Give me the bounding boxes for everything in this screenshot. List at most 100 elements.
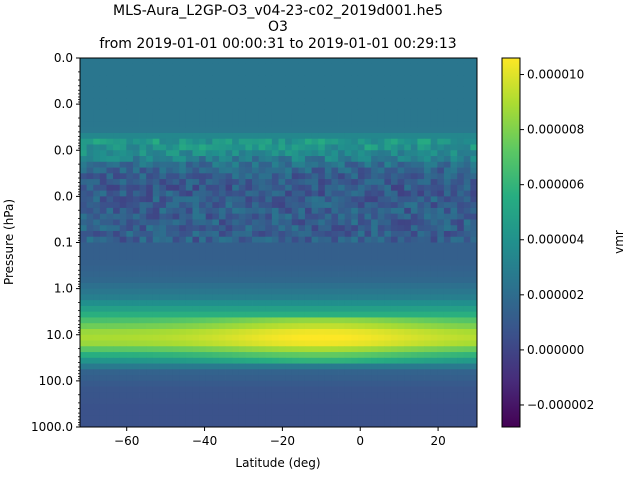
heatmap-cell xyxy=(318,392,326,399)
heatmap-cell xyxy=(172,184,180,192)
heatmap-cell xyxy=(344,259,352,266)
heatmap-cell xyxy=(152,375,160,382)
heatmap-cell xyxy=(430,236,438,243)
heatmap-cell xyxy=(298,334,306,341)
heatmap-cell xyxy=(238,328,246,336)
heatmap-cell xyxy=(212,340,220,347)
heatmap-cell xyxy=(331,328,339,336)
heatmap-cell xyxy=(99,115,107,122)
heatmap-cell xyxy=(463,202,471,209)
heatmap-cell xyxy=(192,184,200,192)
heatmap-cell xyxy=(384,173,392,180)
heatmap-cell xyxy=(119,207,127,215)
heatmap-cell xyxy=(417,81,425,88)
heatmap-cell xyxy=(457,121,465,128)
heatmap-cell xyxy=(357,334,365,341)
heatmap-cell xyxy=(152,352,160,359)
heatmap-cell xyxy=(344,254,352,261)
heatmap-cell xyxy=(146,334,154,341)
heatmap-cell xyxy=(424,415,432,422)
heatmap-cell xyxy=(450,271,458,278)
heatmap-cell xyxy=(371,352,379,359)
heatmap-cell xyxy=(364,63,372,70)
heatmap-cell xyxy=(357,230,365,238)
heatmap-cell xyxy=(166,340,174,347)
heatmap-cell xyxy=(99,369,107,376)
heatmap-cell xyxy=(185,375,193,382)
heatmap-cell xyxy=(245,213,253,220)
heatmap-cell xyxy=(232,300,240,307)
heatmap-cell xyxy=(443,109,451,117)
heatmap-cell xyxy=(371,403,379,411)
heatmap-cell xyxy=(278,184,286,192)
heatmap-cell xyxy=(430,190,438,197)
heatmap-cell xyxy=(159,363,167,370)
heatmap-cell xyxy=(265,138,273,145)
heatmap-cell xyxy=(258,288,266,295)
heatmap-cell xyxy=(172,63,180,70)
heatmap-cell xyxy=(278,380,286,388)
heatmap-cell xyxy=(410,219,418,226)
heatmap-cell xyxy=(86,230,94,238)
heatmap-cell xyxy=(225,317,233,324)
heatmap-cell xyxy=(278,328,286,336)
heatmap-cell xyxy=(291,104,299,111)
heatmap-cell xyxy=(357,317,365,324)
heatmap-cell xyxy=(132,75,140,82)
heatmap-cell xyxy=(457,300,465,307)
heatmap-cell xyxy=(318,127,326,134)
heatmap-cell xyxy=(232,190,240,197)
heatmap-cell xyxy=(192,196,200,203)
heatmap-cell xyxy=(331,409,339,416)
heatmap-cell xyxy=(430,317,438,324)
heatmap-cell xyxy=(311,86,319,93)
heatmap-cell xyxy=(119,150,127,157)
heatmap-cell xyxy=(139,317,147,324)
heatmap-cell xyxy=(86,352,94,359)
heatmap-cell xyxy=(139,156,147,163)
heatmap-cell xyxy=(450,86,458,93)
heatmap-cell xyxy=(424,173,432,180)
heatmap-cell xyxy=(113,144,121,151)
heatmap-cell xyxy=(265,115,273,122)
heatmap-cell xyxy=(424,311,432,318)
heatmap-cell xyxy=(318,173,326,180)
heatmap-cell xyxy=(318,75,326,82)
heatmap-cell xyxy=(80,173,88,180)
heatmap-cell xyxy=(470,392,478,399)
heatmap-cell xyxy=(318,421,326,428)
heatmap-cell xyxy=(139,75,147,82)
heatmap-cell xyxy=(152,127,160,134)
heatmap-cell xyxy=(463,403,471,411)
heatmap-cell xyxy=(390,196,398,203)
heatmap-cell xyxy=(179,81,187,88)
heatmap-cell xyxy=(159,271,167,278)
heatmap-cell xyxy=(225,121,233,128)
heatmap-cell xyxy=(159,282,167,290)
heatmap-cell xyxy=(179,196,187,203)
heatmap-cell xyxy=(119,340,127,347)
heatmap-cell xyxy=(324,75,332,82)
heatmap-cell xyxy=(146,242,154,249)
heatmap-cell xyxy=(245,369,253,376)
heatmap-cell xyxy=(470,236,478,243)
heatmap-cell xyxy=(192,271,200,278)
heatmap-cell xyxy=(113,63,121,70)
heatmap-cell xyxy=(384,138,392,145)
heatmap-cell xyxy=(424,115,432,122)
heatmap-cell xyxy=(437,230,445,238)
heatmap-cell xyxy=(437,380,445,388)
heatmap-cell xyxy=(271,230,279,238)
heatmap-cell xyxy=(410,104,418,111)
heatmap-cell xyxy=(404,271,412,278)
heatmap-cell xyxy=(424,98,432,105)
heatmap-cell xyxy=(397,63,405,70)
heatmap-cell xyxy=(205,207,213,215)
heatmap-cell xyxy=(212,300,220,307)
heatmap-cell xyxy=(212,334,220,341)
heatmap-cell xyxy=(424,156,432,163)
heatmap-cell xyxy=(113,86,121,93)
heatmap-cell xyxy=(252,340,260,347)
heatmap-cell xyxy=(285,219,293,226)
heatmap-cell xyxy=(324,156,332,163)
